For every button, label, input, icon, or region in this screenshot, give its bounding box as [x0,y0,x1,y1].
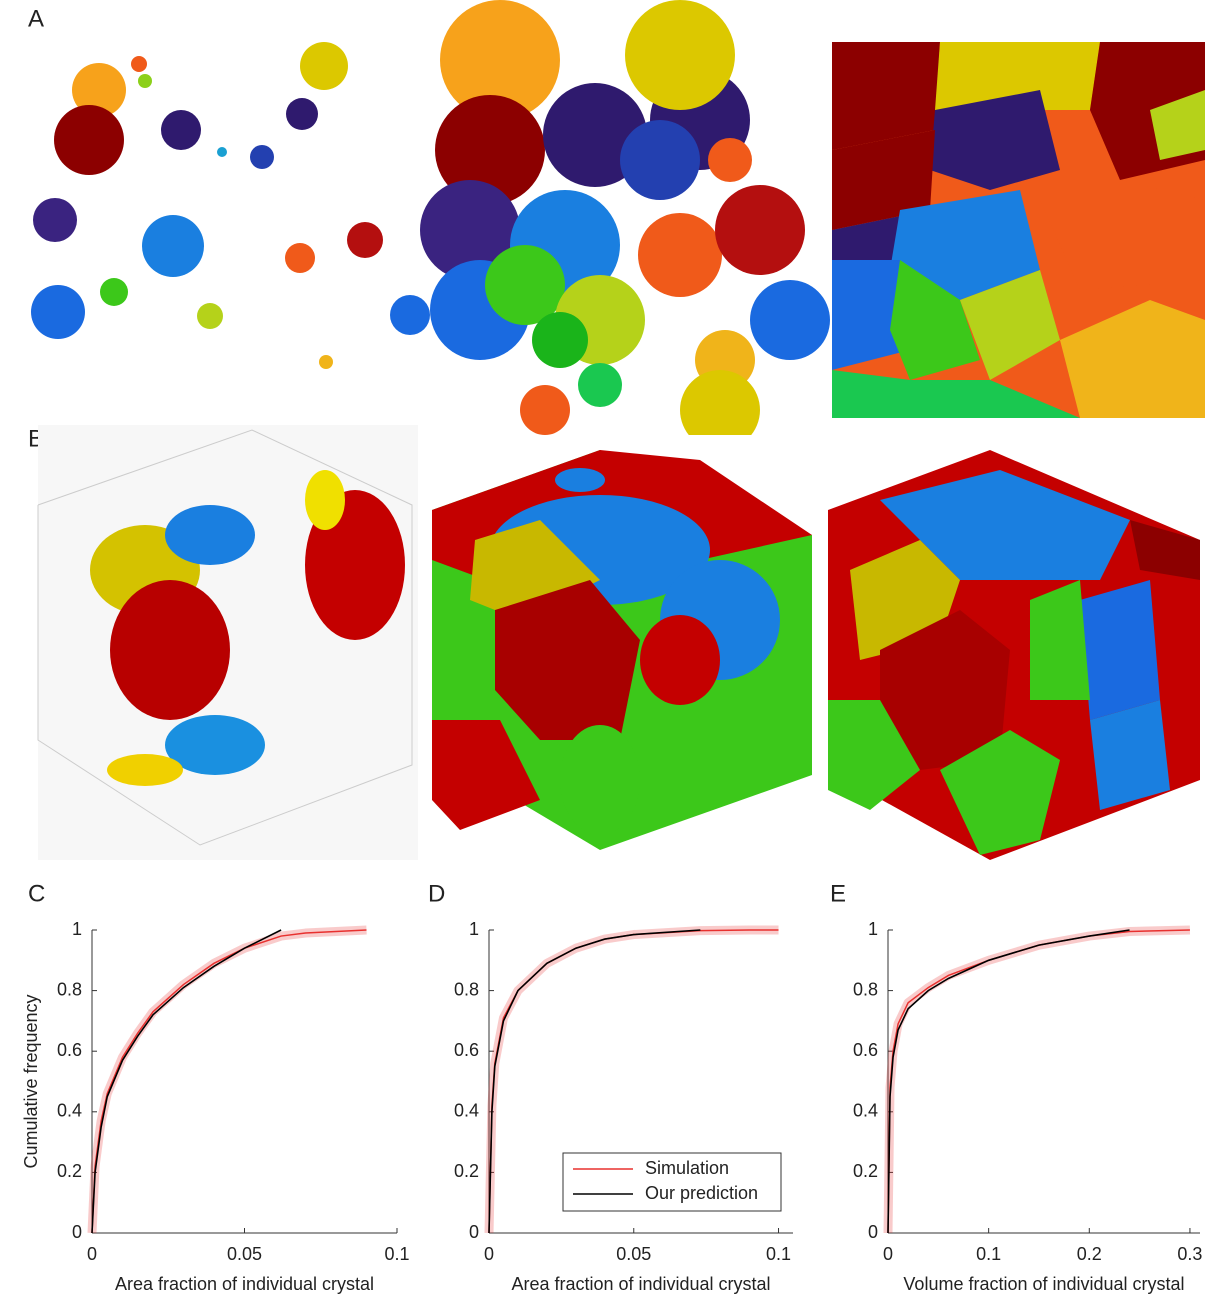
3d-impingement-image [828,440,1205,860]
x-tick-label: 0 [87,1244,97,1264]
series-band [92,930,367,1233]
y-axis-label: Cumulative frequency [21,994,41,1168]
y-tick-label: 0.4 [57,1101,82,1121]
x-tick-label: 0.3 [1177,1244,1202,1264]
x-tick-label: 0 [883,1244,893,1264]
y-tick-label: 0.6 [454,1040,479,1060]
3d-nucleation-image [38,425,418,860]
panel-label: E [830,880,846,907]
x-tick-label: 0.1 [384,1244,409,1264]
x-tick-label: 0.1 [976,1244,1001,1264]
y-tick-label: 0 [72,1222,82,1242]
y-tick-label: 0.2 [454,1161,479,1181]
y-tick-label: 1 [72,919,82,939]
panel-label: A [28,5,44,32]
legend-label: Simulation [645,1158,729,1178]
y-tick-label: 0.2 [57,1161,82,1181]
x-tick-label: 0 [484,1244,494,1264]
y-tick-label: 0.6 [853,1040,878,1060]
figure: A B [0,0,1215,1300]
x-axis-label: Volume fraction of individual crystal [903,1274,1184,1294]
legend-label: Our prediction [645,1183,758,1203]
x-tick-label: 0.1 [766,1244,791,1264]
y-tick-label: 0.4 [454,1101,479,1121]
y-tick-label: 0 [469,1222,479,1242]
series-line [888,930,1130,1233]
y-tick-label: 0.8 [57,979,82,999]
series-line [92,930,367,1233]
x-axis-label: Area fraction of individual crystal [511,1274,770,1294]
panel-label: C [28,880,45,907]
y-tick-label: 1 [469,919,479,939]
x-axis-label: Area fraction of individual crystal [115,1274,374,1294]
nucleation-image [31,42,430,418]
growth-image [420,0,830,450]
y-tick-label: 1 [868,919,878,939]
series-line [888,930,1190,1233]
y-tick-label: 0.4 [853,1101,878,1121]
series-line [92,930,281,1233]
series-band [888,930,1190,1233]
x-tick-label: 0.05 [227,1244,262,1264]
y-tick-label: 0.8 [454,979,479,999]
panel-label: D [428,880,445,907]
page: A B [0,0,1215,1305]
y-tick-label: 0.8 [853,979,878,999]
y-tick-label: 0.6 [57,1040,82,1060]
3d-growth-image [432,435,812,855]
x-tick-label: 0.2 [1077,1244,1102,1264]
y-tick-label: 0 [868,1222,878,1242]
y-tick-label: 0.2 [853,1161,878,1181]
x-tick-label: 0.05 [616,1244,651,1264]
impingement-image [832,42,1205,418]
